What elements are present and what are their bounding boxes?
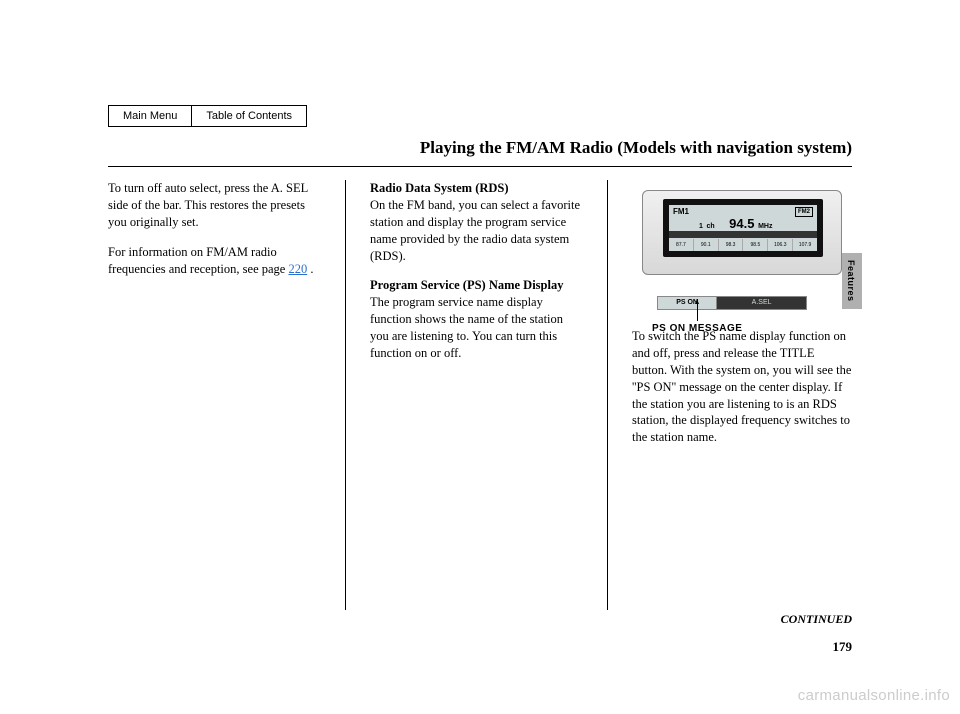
asel-label: A.SEL — [717, 297, 806, 309]
preset-row: 87.7 90.1 98.3 98.5 106.3 107.9 — [669, 239, 817, 251]
continued-label: CONTINUED — [781, 611, 852, 627]
title-rule — [108, 166, 852, 167]
col1-para-1: To turn off auto select, press the A. SE… — [108, 180, 321, 231]
page-title: Playing the FM/AM Radio (Models with nav… — [420, 138, 852, 158]
col1-p2-tail: . — [310, 262, 313, 276]
rds-body: On the FM band, you can select a favorit… — [370, 198, 580, 263]
radio-display-figure: FM1 FM2 1 ch 94.5 MHz 87.7 — [632, 180, 852, 320]
column-separator-1 — [345, 180, 346, 610]
preset-1: 87.7 — [669, 239, 694, 251]
column-separator-2 — [607, 180, 608, 610]
column-1: To turn off auto select, press the A. SE… — [108, 180, 321, 645]
col1-p2-text: For information on FM/AM radio frequenci… — [108, 245, 288, 276]
preset-number: 1 — [699, 223, 703, 230]
column-2: Radio Data System (RDS) On the FM band, … — [370, 180, 583, 645]
ps-on-message-callout: PS ON MESSAGE — [652, 322, 742, 336]
frequency-unit: MHz — [758, 223, 772, 230]
col1-para-2: For information on FM/AM radio frequenci… — [108, 244, 321, 278]
radio-screen-bezel: FM1 FM2 1 ch 94.5 MHz 87.7 — [663, 199, 823, 257]
ps-name-body: The program service name display functio… — [370, 295, 563, 360]
preset-5: 106.3 — [768, 239, 793, 251]
page-reference-link[interactable]: 220 — [288, 262, 307, 276]
frequency-display: 1 ch 94.5 MHz — [699, 215, 772, 233]
ps-on-label: PS ON — [658, 297, 717, 309]
callout-leader-line — [697, 299, 698, 321]
preset-ch-label: ch — [707, 223, 715, 230]
screen-mid-bar — [669, 231, 817, 238]
radio-unit-illustration: FM1 FM2 1 ch 94.5 MHz 87.7 — [642, 190, 842, 275]
page-number: 179 — [833, 639, 853, 655]
watermark: carmanualsonline.info — [798, 687, 950, 704]
main-menu-button[interactable]: Main Menu — [108, 105, 192, 127]
preset-3: 98.3 — [719, 239, 744, 251]
preset-2: 90.1 — [694, 239, 719, 251]
fm2-badge: FM2 — [795, 207, 813, 217]
toc-button[interactable]: Table of Contents — [192, 105, 307, 127]
ps-name-heading: Program Service (PS) Name Display — [370, 278, 563, 292]
nav-buttons: Main Menu Table of Contents — [108, 105, 307, 127]
rds-heading: Radio Data System (RDS) — [370, 181, 509, 195]
preset-4: 98.5 — [743, 239, 768, 251]
band-label: FM1 — [673, 207, 689, 218]
col3-para-1: To switch the PS name display function o… — [632, 328, 852, 446]
column-3: FM1 FM2 1 ch 94.5 MHz 87.7 — [632, 180, 852, 645]
preset-6: 107.9 — [793, 239, 817, 251]
frequency-value: 94.5 — [729, 216, 754, 231]
ps-strip: PS ON A.SEL — [657, 296, 807, 310]
radio-screen: FM1 FM2 1 ch 94.5 MHz 87.7 — [669, 205, 817, 251]
